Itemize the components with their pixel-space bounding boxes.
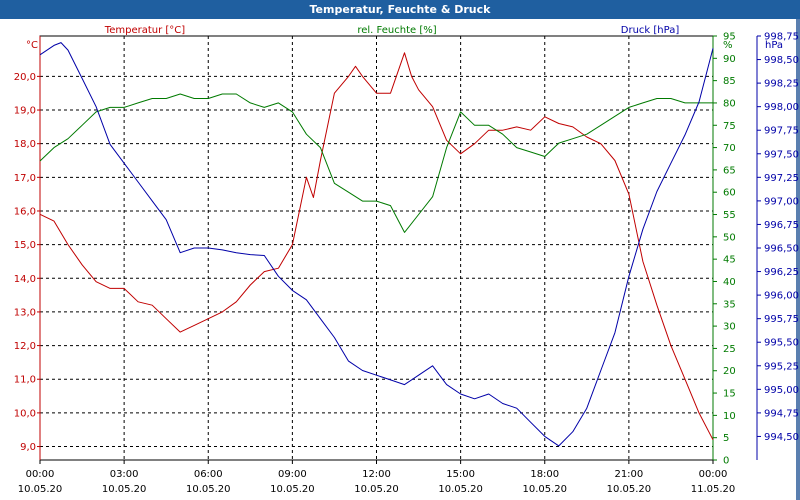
x-tick-time-label: 15:00 (446, 469, 475, 480)
x-tick-time-label: 03:00 (110, 469, 139, 480)
humidity-tick-label: 15 (723, 389, 736, 400)
humidity-tick-label: 30 (723, 322, 736, 333)
temperature-series-line (39, 52, 714, 441)
humidity-axis-unit: % (723, 40, 733, 51)
temperature-axis-unit: °C (26, 40, 38, 51)
x-tick-time-label: 12:00 (362, 469, 391, 480)
window-title: Temperatur, Feuchte & Druck (0, 0, 800, 19)
pressure-tick-label: 995,00 (764, 385, 799, 396)
x-tick-date-label: 10.05.20 (607, 484, 652, 495)
humidity-tick-label: 5 (723, 433, 729, 444)
humidity-series-line (39, 93, 713, 233)
x-tick-time-label: 06:00 (194, 469, 223, 480)
humidity-tick-label: 0 (723, 456, 729, 467)
x-tick-date-label: 10.05.20 (18, 484, 63, 495)
temperature-tick-label: 18,0 (14, 139, 36, 150)
pressure-tick-label: 996,00 (764, 291, 799, 302)
x-tick-time-label: 18:00 (530, 469, 559, 480)
pressure-tick-label: 998,00 (764, 102, 799, 113)
pressure-tick-label: 996,75 (764, 220, 799, 231)
humidity-tick-label: 80 (723, 98, 736, 109)
x-tick-time-label: 00:00 (699, 469, 728, 480)
humidity-tick-label: 60 (723, 188, 736, 199)
x-tick-date-label: 10.05.20 (354, 484, 399, 495)
humidity-tick-label: 75 (723, 121, 736, 132)
humidity-series-label: rel. Feuchte [%] (357, 25, 436, 36)
x-tick-date-label: 10.05.20 (438, 484, 483, 495)
pressure-tick-label: 998,75 (764, 32, 799, 43)
pressure-tick-label: 995,25 (764, 361, 799, 372)
x-tick-date-label: 10.05.20 (186, 484, 231, 495)
temperature-tick-label: 13,0 (14, 307, 36, 318)
temperature-tick-label: 14,0 (14, 274, 36, 285)
humidity-tick-label: 55 (723, 210, 736, 221)
pressure-series-label: Druck [hPa] (621, 25, 680, 36)
temperature-tick-label: 9,0 (20, 442, 36, 453)
temperature-tick-label: 19,0 (14, 106, 36, 117)
pressure-tick-label: 995,50 (764, 338, 799, 349)
pressure-tick-label: 996,25 (764, 267, 799, 278)
temperature-tick-label: 15,0 (14, 240, 36, 251)
pressure-tick-label: 997,75 (764, 126, 799, 137)
pressure-tick-label: 997,50 (764, 149, 799, 160)
temperature-tick-label: 11,0 (14, 375, 36, 386)
pressure-tick-label: 994,75 (764, 408, 799, 419)
temperature-tick-label: 20,0 (14, 72, 36, 83)
pressure-axis-unit: hPa (765, 40, 783, 51)
temperature-tick-label: 16,0 (14, 206, 36, 217)
temperature-series-label: Temperatur [°C] (104, 25, 185, 36)
pressure-tick-label: 996,50 (764, 244, 799, 255)
temperature-tick-label: 17,0 (14, 173, 36, 184)
x-tick-date-label: 10.05.20 (522, 484, 567, 495)
temperature-tick-label: 12,0 (14, 341, 36, 352)
pressure-tick-label: 995,75 (764, 314, 799, 325)
x-tick-date-label: 11.05.20 (691, 484, 736, 495)
humidity-tick-label: 45 (723, 255, 736, 266)
pressure-series-line (39, 42, 714, 447)
humidity-tick-label: 20 (723, 366, 736, 377)
pressure-tick-label: 994,50 (764, 432, 799, 443)
humidity-tick-label: 90 (723, 54, 736, 65)
pressure-tick-label: 998,50 (764, 55, 799, 66)
humidity-tick-label: 10 (723, 411, 736, 422)
humidity-tick-label: 40 (723, 277, 736, 288)
temperature-tick-label: 10,0 (14, 408, 36, 419)
humidity-tick-label: 50 (723, 232, 736, 243)
x-tick-time-label: 00:00 (26, 469, 55, 480)
humidity-tick-label: 70 (723, 143, 736, 154)
humidity-tick-label: 25 (723, 344, 736, 355)
x-tick-date-label: 10.05.20 (102, 484, 147, 495)
humidity-tick-label: 85 (723, 76, 736, 87)
pressure-tick-label: 997,25 (764, 173, 799, 184)
pressure-tick-label: 998,25 (764, 79, 799, 90)
humidity-tick-label: 35 (723, 299, 736, 310)
x-tick-date-label: 10.05.20 (270, 484, 315, 495)
window-right-border (796, 19, 800, 500)
humidity-tick-label: 95 (723, 32, 736, 43)
x-tick-time-label: 09:00 (278, 469, 307, 480)
humidity-tick-label: 65 (723, 165, 736, 176)
pressure-tick-label: 997,00 (764, 196, 799, 207)
x-tick-time-label: 21:00 (614, 469, 643, 480)
